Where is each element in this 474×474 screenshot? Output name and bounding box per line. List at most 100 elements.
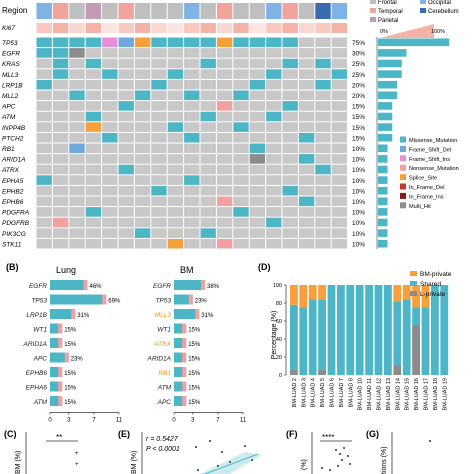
empty-cell	[69, 185, 85, 196]
empty-cell	[331, 122, 348, 132]
empty-cell	[282, 132, 298, 143]
mutation-cell	[184, 175, 200, 185]
empty-cell	[233, 196, 249, 207]
empty-cell	[102, 101, 118, 111]
empty-cell	[249, 111, 266, 122]
empty-cell	[216, 111, 233, 122]
panel-b-gene-label: APC	[33, 356, 48, 363]
region-legend-swatch	[370, 8, 376, 13]
empty-cell	[134, 69, 151, 79]
empty-cell	[134, 164, 151, 175]
empty-cell	[200, 217, 216, 228]
empty-cell	[85, 69, 102, 79]
mutation-cell	[85, 58, 102, 69]
mutation-cell	[282, 58, 298, 69]
empty-cell	[282, 175, 298, 185]
empty-cell	[52, 79, 69, 90]
panel-f-point	[347, 455, 349, 457]
panel-d-category-label: BM-LUAD 16	[414, 378, 420, 410]
panel-b-percent: 31%	[201, 313, 214, 319]
empty-cell	[266, 154, 282, 164]
panel-d-bar-shared	[290, 304, 298, 370]
empty-cell	[266, 58, 282, 69]
empty-cell	[216, 185, 233, 196]
mutation-cell	[151, 79, 167, 90]
ki67-cell	[69, 23, 85, 33]
panel-f-sig: ****	[322, 433, 334, 442]
panel-b-bar-segment	[64, 352, 69, 363]
mutation-legend-label: In_Frame_Ins	[409, 194, 444, 200]
mutation-cell	[134, 228, 151, 238]
empty-cell	[167, 48, 184, 58]
gene-label: STK11	[2, 241, 22, 248]
panel-b-gene-label: RB1	[158, 370, 171, 377]
panel-e-point	[229, 461, 231, 463]
empty-cell	[151, 196, 167, 207]
empty-cell	[69, 228, 85, 238]
mutation-legend-swatch	[400, 202, 406, 209]
empty-cell	[331, 228, 348, 238]
panel-b-gene-label: ARID1A	[23, 341, 47, 348]
empty-cell	[167, 90, 184, 101]
lung-title: Lung	[56, 265, 76, 275]
empty-cell	[216, 90, 233, 101]
empty-cell	[134, 143, 151, 154]
panel-b-bar	[174, 367, 187, 377]
panel-d-category-label: BM-LUAD 14	[395, 378, 401, 410]
empty-cell	[85, 217, 102, 228]
panel-b-bar	[174, 352, 187, 363]
empty-cell	[102, 196, 118, 207]
mutation-cell	[216, 238, 233, 249]
gene-label: MLL3	[2, 72, 19, 79]
empty-cell	[331, 164, 348, 175]
empty-cell	[315, 228, 331, 238]
percent-label: 25%	[352, 72, 365, 79]
empty-cell	[266, 132, 282, 143]
panel-d-bar-l-private	[318, 369, 326, 375]
empty-cell	[167, 79, 184, 90]
lung-bars: EGFR 46% TP53 69% LRP1B 31% WT1 15% ARID1A 15% APC…	[23, 280, 123, 424]
empty-cell	[200, 101, 216, 111]
ki67-cell	[266, 23, 282, 33]
ki67-cell	[134, 23, 151, 33]
panel-d-bar-shared	[440, 285, 449, 375]
empty-cell	[233, 69, 249, 79]
panel-b-bar-segment	[102, 294, 107, 305]
empty-cell	[315, 185, 331, 196]
empty-cell	[233, 101, 249, 111]
panel-b-bar-segment	[182, 367, 187, 377]
empty-cell	[85, 90, 102, 101]
panel-d-bar-shared	[355, 285, 364, 375]
empty-cell	[233, 48, 249, 58]
percent-label: 10%	[352, 178, 365, 185]
empty-cell	[266, 185, 282, 196]
empty-cell	[134, 175, 151, 185]
empty-cell	[298, 207, 315, 217]
region-legend-swatch	[370, 17, 376, 22]
mutation-cell	[249, 79, 266, 90]
percent-label: 10%	[352, 146, 365, 153]
region-cell	[134, 3, 151, 19]
ki67-cell	[233, 23, 249, 33]
empty-cell	[167, 175, 184, 185]
ki67-cell	[331, 23, 348, 33]
panel-d-category-label: BM-LUAD 7	[339, 378, 345, 407]
empty-cell	[36, 58, 52, 69]
empty-cell	[69, 132, 85, 143]
panel-f-points	[321, 447, 351, 471]
empty-cell	[52, 228, 69, 238]
empty-cell	[52, 164, 69, 175]
panel-e-point	[221, 451, 223, 453]
freq-bar	[378, 112, 393, 121]
empty-cell	[85, 238, 102, 249]
empty-cell	[134, 132, 151, 143]
panel-b-percent: 46%	[90, 284, 103, 290]
empty-cell	[298, 48, 315, 58]
mutation-cell	[151, 37, 167, 48]
freq-bar	[378, 70, 402, 78]
gene-label: EPHB2	[2, 188, 24, 195]
panel-c: (C) BM (%) ** + +	[4, 429, 79, 474]
mutation-legend-label: In_Frame_Del	[409, 185, 444, 191]
empty-cell	[331, 90, 348, 101]
panel-d-category-label: BM-LUAD 10	[358, 378, 364, 410]
